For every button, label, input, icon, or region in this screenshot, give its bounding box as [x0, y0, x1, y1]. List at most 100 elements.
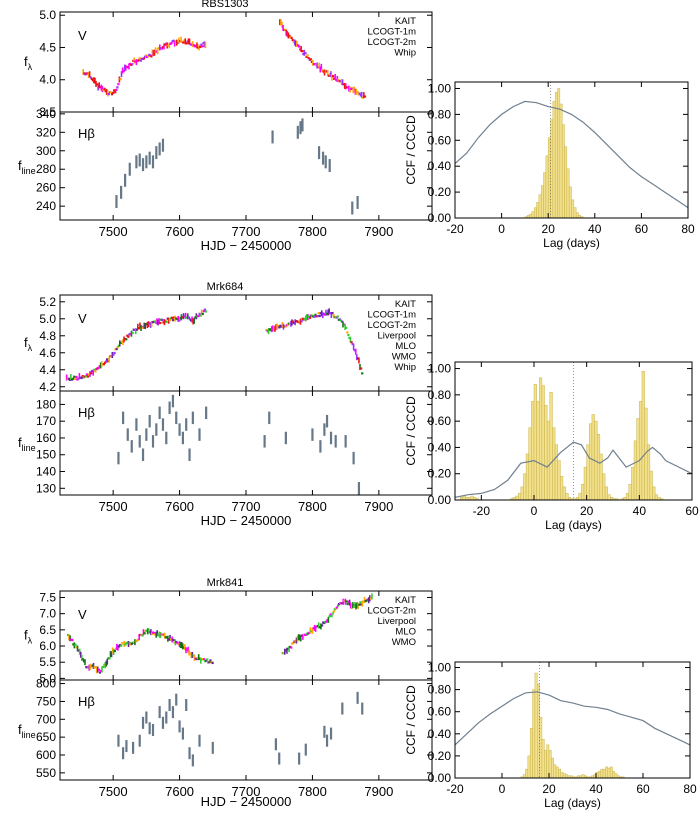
v-data-point [185, 316, 188, 319]
cccd-histogram-bar [591, 414, 595, 501]
v-data-point [160, 47, 164, 50]
v-data-point [266, 330, 269, 333]
v-data-point [203, 658, 206, 661]
v-data-point [167, 638, 171, 641]
x-tick-label: 7800 [298, 499, 327, 514]
v-data-point [176, 318, 179, 321]
v-data-point [298, 320, 301, 323]
v-data-point [97, 668, 100, 671]
cccd-histogram-bar [557, 460, 561, 501]
v-data-point [362, 600, 365, 603]
v-data-point [278, 326, 281, 329]
v-data-point [342, 83, 345, 86]
v-data-point [277, 324, 280, 328]
v-data-point [91, 369, 94, 373]
v-ytick-label: 4.6 [39, 346, 56, 360]
v-data-point [186, 648, 189, 651]
ccf-ytick-label: 1.00 [428, 81, 452, 95]
v-data-point [359, 94, 362, 97]
v-data-point [293, 322, 296, 325]
v-data-point [331, 612, 334, 615]
v-data-point [343, 323, 346, 326]
v-data-point [332, 75, 335, 78]
v-data-point [282, 652, 285, 655]
v-data-point [145, 323, 148, 326]
cccd-histogram-bar [596, 434, 601, 501]
v-data-point [157, 633, 160, 636]
v-data-point [189, 652, 192, 655]
v-ytick-label: 4.4 [39, 363, 56, 377]
line-ytick-label: 600 [36, 748, 56, 762]
cccd-histogram-bar [609, 766, 613, 779]
v-data-point [358, 603, 361, 606]
line-ytick-label: 130 [36, 481, 56, 495]
v-data-point [89, 76, 92, 79]
legend-entry: Liverpool [377, 616, 416, 627]
v-data-point [157, 47, 160, 50]
ccf-ytick-label: 0.40 [428, 727, 452, 741]
v-data-point [131, 331, 134, 334]
v-data-point [189, 319, 193, 322]
ccf-ytick-label: 0.80 [428, 683, 452, 697]
v-data-point [107, 93, 110, 96]
cccd-histogram-bar [652, 486, 656, 501]
x-tick-label: 7500 [99, 784, 128, 799]
v-data-point [343, 599, 346, 602]
legend-entry: WMO [392, 637, 416, 648]
v-data-point [316, 624, 319, 627]
cccd-histogram-bar [614, 773, 618, 779]
v-data-point [134, 60, 137, 63]
cccd-histogram-bar [520, 486, 524, 501]
v-data-point [363, 95, 367, 98]
v-ytick-label: 5.0 [39, 312, 56, 326]
v-data-point [309, 316, 312, 319]
chart-group-mrk841: Mrk8415.05.56.06.57.07.5VfλKAITLCOGT-2mL… [18, 577, 697, 810]
x-tick-label: 7900 [364, 224, 393, 239]
cccd-histogram-bar [605, 766, 609, 779]
v-data-point [90, 77, 93, 80]
cccd-histogram-bar [559, 103, 563, 219]
ccf-ytick-label: 0.80 [428, 388, 452, 402]
v-data-point [205, 659, 208, 662]
v-data-point [351, 87, 354, 90]
cccd-histogram-bar [546, 420, 551, 501]
v-data-point [341, 602, 344, 605]
cccd-histogram-bar [541, 739, 545, 779]
v-data-point [284, 325, 287, 328]
ccf-xtick-label: 80 [681, 222, 695, 236]
cccd-histogram-bar [631, 466, 635, 501]
v-data-point [113, 351, 116, 355]
v-data-point [310, 630, 313, 633]
v-data-point [314, 313, 317, 316]
line-flux-axis-label-sub: line [22, 166, 36, 176]
v-data-point [86, 375, 90, 378]
cccd-histogram-bar [578, 493, 582, 501]
v-data-point [87, 666, 90, 669]
v-data-point [170, 316, 174, 319]
v-data-point [201, 45, 204, 48]
v-data-point [303, 317, 306, 320]
v-ytick-label: 6.5 [39, 623, 56, 637]
v-data-point [124, 643, 127, 646]
v-data-point [172, 638, 175, 642]
v-data-point [358, 92, 361, 95]
v-data-point [204, 310, 208, 313]
v-data-point [127, 335, 130, 338]
v-data-point [326, 619, 329, 622]
v-data-point [300, 634, 303, 637]
line-ytick-label: 170 [36, 414, 56, 428]
legend-entry: Whip [394, 48, 416, 59]
legend-entry: LCOGT-1m [367, 27, 416, 38]
v-data-point [84, 375, 87, 378]
v-data-point [351, 342, 354, 346]
v-data-point [326, 312, 329, 315]
v-data-point [148, 322, 151, 325]
v-data-point [290, 646, 293, 649]
v-data-point [337, 78, 340, 82]
v-data-point [335, 606, 339, 609]
x-tick-label: 7700 [232, 499, 261, 514]
ccf-ytick-label: 0.20 [428, 467, 452, 481]
ccf-ytick-label: 0.40 [428, 159, 452, 173]
v-data-point [319, 312, 322, 315]
v-data-point [331, 311, 334, 315]
